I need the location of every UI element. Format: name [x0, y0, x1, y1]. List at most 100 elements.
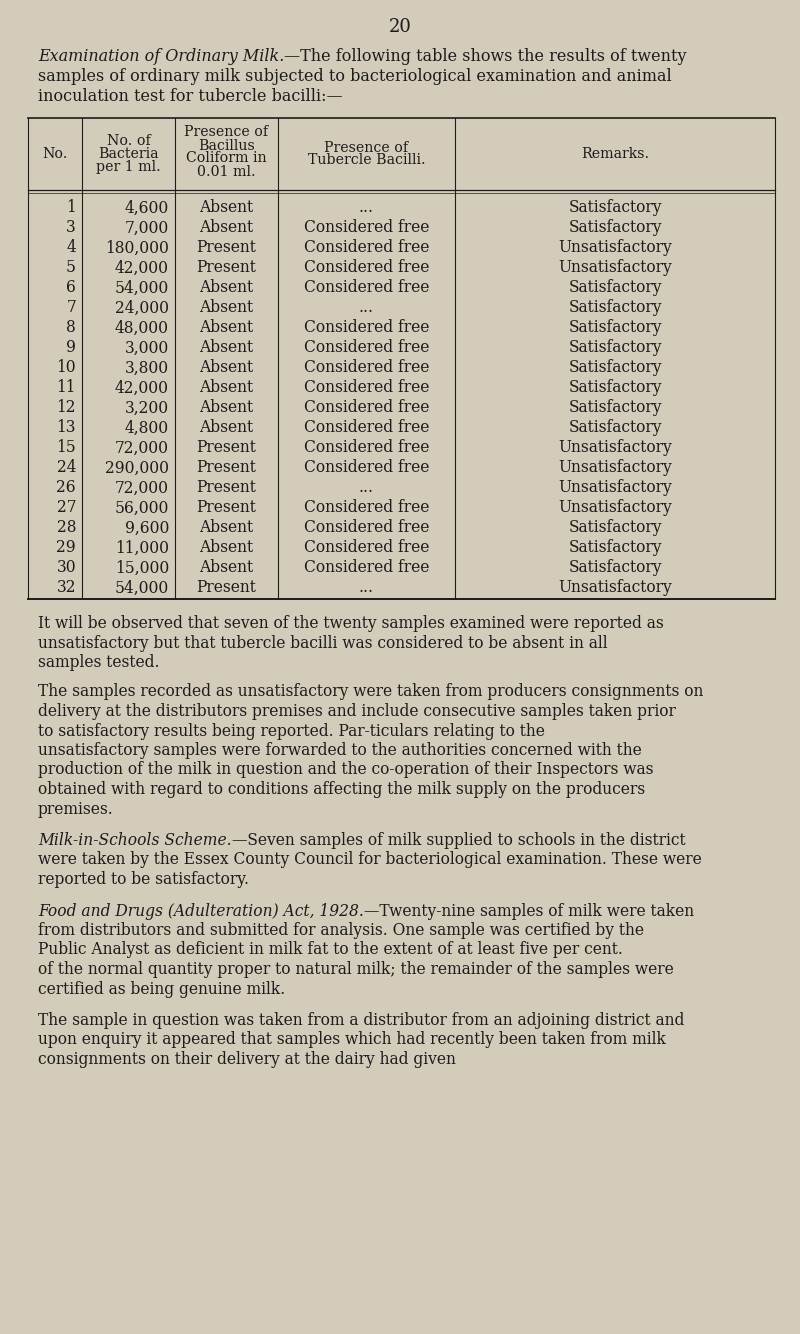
- Text: Satisfactory: Satisfactory: [568, 539, 662, 556]
- Text: inoculation test for tubercle bacilli:—: inoculation test for tubercle bacilli:—: [38, 88, 342, 105]
- Text: Unsatisfactory: Unsatisfactory: [558, 579, 672, 596]
- Text: 9: 9: [66, 339, 76, 356]
- Text: production of the milk in question and the co-operation of their Inspectors was: production of the milk in question and t…: [38, 762, 654, 779]
- Text: Absent: Absent: [199, 399, 254, 416]
- Text: Considered free: Considered free: [304, 499, 429, 516]
- Text: 3,200: 3,200: [125, 399, 169, 416]
- Text: No. of: No. of: [106, 133, 150, 148]
- Text: Satisfactory: Satisfactory: [568, 339, 662, 356]
- Text: 6: 6: [66, 280, 76, 296]
- Text: 32: 32: [57, 579, 76, 596]
- Text: 72,000: 72,000: [115, 439, 169, 456]
- Text: samples tested.: samples tested.: [38, 654, 159, 671]
- Text: 1: 1: [66, 200, 76, 216]
- Text: 54,000: 54,000: [114, 579, 169, 596]
- Text: Considered free: Considered free: [304, 539, 429, 556]
- Text: Present: Present: [197, 499, 257, 516]
- Text: 7,000: 7,000: [125, 220, 169, 236]
- Text: —Twenty-nine samples of milk were taken: —Twenty-nine samples of milk were taken: [364, 903, 694, 919]
- Text: to satisfactory results being reported. Par-ticulars relating to the: to satisfactory results being reported. …: [38, 723, 545, 739]
- Text: Considered free: Considered free: [304, 320, 429, 336]
- Text: from distributors and submitted for analysis. One sample was certified by the: from distributors and submitted for anal…: [38, 922, 644, 939]
- Text: Absent: Absent: [199, 300, 254, 316]
- Text: Milk-in-Schools Scheme.: Milk-in-Schools Scheme.: [38, 832, 231, 848]
- Text: Unsatisfactory: Unsatisfactory: [558, 240, 672, 256]
- Text: 54,000: 54,000: [114, 280, 169, 296]
- Text: Absent: Absent: [199, 559, 254, 576]
- Text: Satisfactory: Satisfactory: [568, 399, 662, 416]
- Text: 42,000: 42,000: [115, 260, 169, 276]
- Text: ...: ...: [359, 479, 374, 496]
- Text: reported to be satisfactory.: reported to be satisfactory.: [38, 871, 249, 888]
- Text: 29: 29: [56, 539, 76, 556]
- Text: ...: ...: [359, 579, 374, 596]
- Text: 5: 5: [66, 260, 76, 276]
- Text: delivery at the distributors premises and include consecutive samples taken prio: delivery at the distributors premises an…: [38, 703, 676, 720]
- Text: consignments on their delivery at the dairy had given: consignments on their delivery at the da…: [38, 1051, 456, 1069]
- Text: 42,000: 42,000: [115, 379, 169, 396]
- Text: per 1 ml.: per 1 ml.: [96, 160, 161, 173]
- Text: 12: 12: [57, 399, 76, 416]
- Text: 7: 7: [66, 300, 76, 316]
- Text: Considered free: Considered free: [304, 339, 429, 356]
- Text: Presence of: Presence of: [185, 125, 269, 140]
- Text: 48,000: 48,000: [115, 320, 169, 336]
- Text: No.: No.: [42, 147, 68, 161]
- Text: Present: Present: [197, 459, 257, 476]
- Text: Considered free: Considered free: [304, 559, 429, 576]
- Text: 24,000: 24,000: [115, 300, 169, 316]
- Text: Unsatisfactory: Unsatisfactory: [558, 499, 672, 516]
- Text: 20: 20: [389, 17, 411, 36]
- Text: Considered free: Considered free: [304, 359, 429, 376]
- Text: Considered free: Considered free: [304, 379, 429, 396]
- Text: 13: 13: [57, 419, 76, 436]
- Text: Absent: Absent: [199, 220, 254, 236]
- Text: Satisfactory: Satisfactory: [568, 379, 662, 396]
- Text: Present: Present: [197, 479, 257, 496]
- Text: 27: 27: [57, 499, 76, 516]
- Text: Considered free: Considered free: [304, 399, 429, 416]
- Text: Present: Present: [197, 240, 257, 256]
- Text: Absent: Absent: [199, 519, 254, 536]
- Text: 9,600: 9,600: [125, 519, 169, 536]
- Text: Considered free: Considered free: [304, 519, 429, 536]
- Text: obtained with regard to conditions affecting the milk supply on the producers: obtained with regard to conditions affec…: [38, 780, 645, 798]
- Text: 290,000: 290,000: [105, 459, 169, 476]
- Text: 180,000: 180,000: [105, 240, 169, 256]
- Text: Considered free: Considered free: [304, 439, 429, 456]
- Text: ...: ...: [359, 200, 374, 216]
- Text: Satisfactory: Satisfactory: [568, 280, 662, 296]
- Text: Present: Present: [197, 439, 257, 456]
- Text: Considered free: Considered free: [304, 459, 429, 476]
- Text: Bacteria: Bacteria: [98, 147, 158, 161]
- Text: Present: Present: [197, 260, 257, 276]
- Text: Bacillus: Bacillus: [198, 139, 255, 152]
- Text: Unsatisfactory: Unsatisfactory: [558, 439, 672, 456]
- Text: Food and Drugs (Adulteration) Act, 1928.: Food and Drugs (Adulteration) Act, 1928.: [38, 903, 364, 919]
- Text: 4,600: 4,600: [125, 200, 169, 216]
- Text: It will be observed that seven of the twenty samples examined were reported as: It will be observed that seven of the tw…: [38, 615, 664, 632]
- Text: Satisfactory: Satisfactory: [568, 220, 662, 236]
- Text: 3,800: 3,800: [125, 359, 169, 376]
- Text: 0.01 ml.: 0.01 ml.: [197, 164, 256, 179]
- Text: Absent: Absent: [199, 419, 254, 436]
- Text: Considered free: Considered free: [304, 260, 429, 276]
- Text: 10: 10: [56, 359, 76, 376]
- Text: unsatisfactory samples were forwarded to the authorities concerned with the: unsatisfactory samples were forwarded to…: [38, 742, 642, 759]
- Text: The sample in question was taken from a distributor from an adjoining district a: The sample in question was taken from a …: [38, 1013, 684, 1029]
- Text: —The following table shows the results of twenty: —The following table shows the results o…: [284, 48, 687, 65]
- Text: Satisfactory: Satisfactory: [568, 200, 662, 216]
- Text: Present: Present: [197, 579, 257, 596]
- Text: samples of ordinary milk subjected to bacteriological examination and animal: samples of ordinary milk subjected to ba…: [38, 68, 672, 85]
- Text: Coliform in: Coliform in: [186, 152, 267, 165]
- Text: Satisfactory: Satisfactory: [568, 559, 662, 576]
- Text: Considered free: Considered free: [304, 280, 429, 296]
- Text: 4: 4: [66, 240, 76, 256]
- Text: Satisfactory: Satisfactory: [568, 320, 662, 336]
- Text: Absent: Absent: [199, 379, 254, 396]
- Text: premises.: premises.: [38, 800, 114, 818]
- Text: of the normal quantity proper to natural milk; the remainder of the samples were: of the normal quantity proper to natural…: [38, 960, 674, 978]
- Text: 56,000: 56,000: [114, 499, 169, 516]
- Text: Examination of Ordinary Milk.: Examination of Ordinary Milk.: [38, 48, 284, 65]
- Text: Absent: Absent: [199, 200, 254, 216]
